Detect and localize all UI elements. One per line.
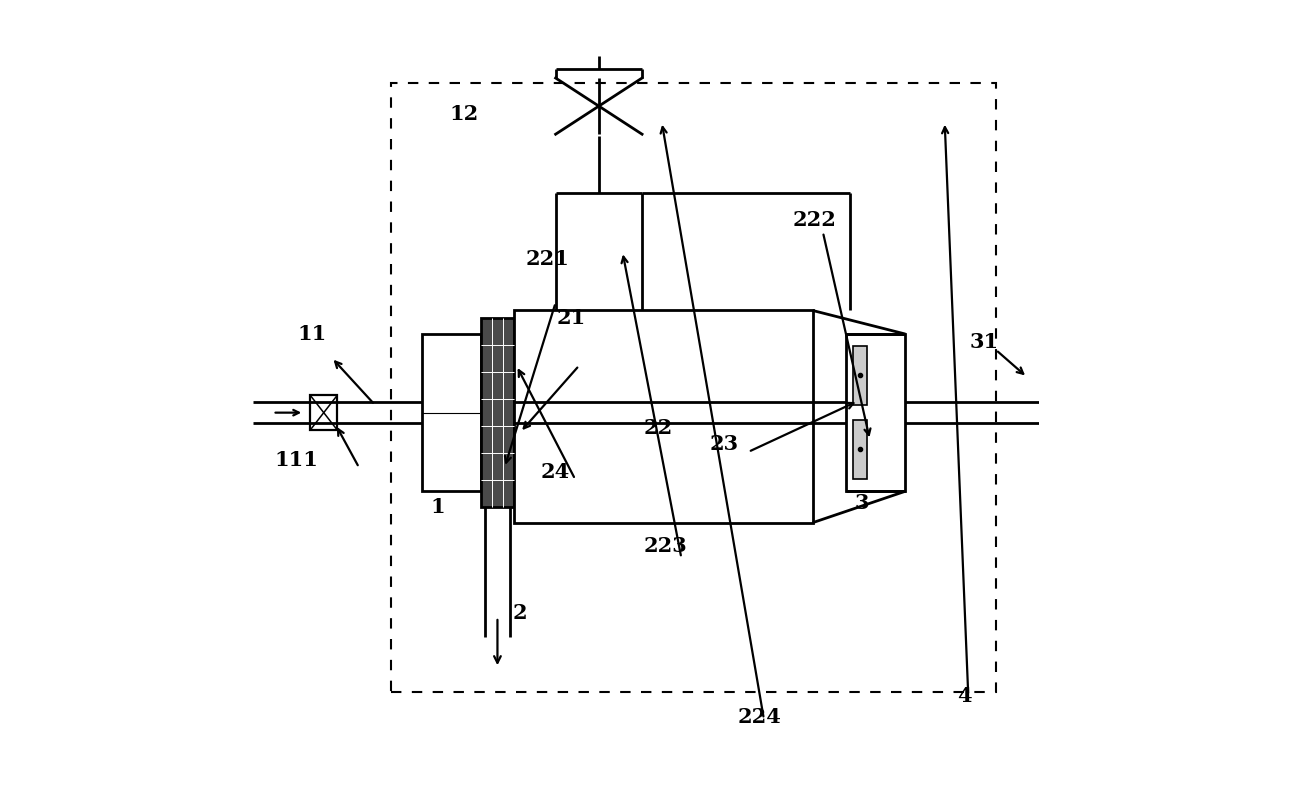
Bar [481, 318, 514, 507]
Text: 31: 31 [969, 332, 999, 352]
Text: 4: 4 [957, 685, 972, 706]
Bar [390, 83, 996, 692]
Text: 2: 2 [513, 603, 527, 623]
Bar [514, 310, 813, 523]
Text: 24: 24 [541, 461, 570, 482]
Text: 223: 223 [643, 536, 687, 556]
Bar [853, 346, 867, 405]
Text: 11: 11 [297, 324, 327, 344]
Text: 3: 3 [855, 493, 870, 513]
Text: 111: 111 [274, 450, 318, 470]
Text: 12: 12 [450, 104, 478, 124]
Text: 23: 23 [711, 434, 739, 454]
Text: 22: 22 [643, 418, 672, 439]
Text: 1: 1 [430, 497, 444, 517]
Text: 222: 222 [793, 210, 837, 230]
Text: 221: 221 [526, 249, 570, 270]
Bar [422, 334, 481, 491]
Text: 21: 21 [557, 308, 587, 329]
Bar [846, 334, 906, 491]
Bar [853, 420, 867, 479]
Bar [310, 395, 337, 431]
Text: 224: 224 [738, 707, 782, 727]
